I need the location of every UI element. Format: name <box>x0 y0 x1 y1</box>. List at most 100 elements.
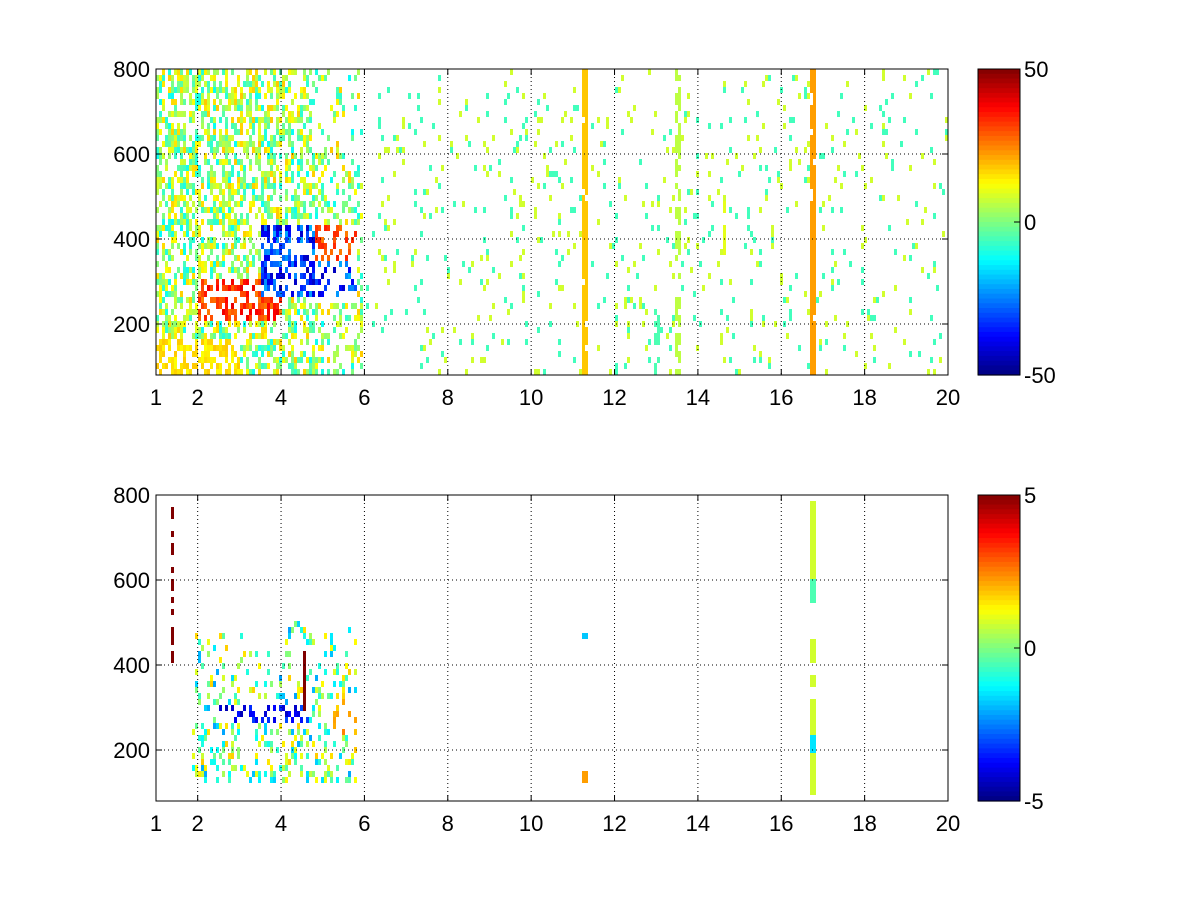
heatmap-cell <box>309 135 312 141</box>
heatmap-cell <box>318 75 321 81</box>
heatmap-cell <box>888 363 891 369</box>
heatmap-cell <box>897 195 900 201</box>
heatmap-cell <box>621 75 624 81</box>
heatmap-cell <box>420 345 423 351</box>
heatmap-cell <box>297 237 300 243</box>
heatmap-cell <box>171 207 174 213</box>
colorbar-segment <box>978 624 1020 630</box>
heatmap-cell <box>870 177 873 183</box>
heatmap-cell <box>174 351 177 357</box>
heatmap-cell <box>306 171 309 177</box>
heatmap-cell <box>159 153 162 159</box>
heatmap-cell <box>813 285 816 291</box>
heatmap-cell <box>174 357 177 363</box>
heatmap-cell <box>579 195 582 201</box>
heatmap-cell <box>228 147 231 153</box>
heatmap-cell <box>192 231 195 237</box>
heatmap-cell <box>657 339 660 345</box>
heatmap-cell <box>483 237 486 243</box>
heatmap-cell <box>213 105 216 111</box>
heatmap-cell <box>771 225 774 231</box>
heatmap-cell <box>810 201 813 207</box>
heatmap-cell <box>627 357 630 363</box>
heatmap-cell <box>348 711 351 717</box>
heatmap-cell <box>162 213 165 219</box>
heatmap-cell <box>627 297 630 303</box>
heatmap-cell <box>258 75 261 81</box>
heatmap-cell <box>351 177 354 183</box>
heatmap-cell <box>333 201 336 207</box>
heatmap-cell <box>585 243 588 249</box>
heatmap-cell <box>222 333 225 339</box>
heatmap-cell <box>579 369 582 375</box>
heatmap-cell <box>237 273 240 279</box>
heatmap-cell <box>444 255 447 261</box>
x-tick-label: 16 <box>769 811 793 836</box>
heatmap-cell <box>165 165 168 171</box>
heatmap-cell <box>420 231 423 237</box>
heatmap-cell <box>615 261 618 267</box>
heatmap-cell <box>201 135 204 141</box>
y-tick-label: 400 <box>113 653 150 678</box>
heatmap-cell <box>192 279 195 285</box>
heatmap-cell <box>213 117 216 123</box>
heatmap-cell <box>813 657 816 663</box>
heatmap-cell <box>654 369 657 375</box>
heatmap-cell <box>900 141 903 147</box>
heatmap-cell <box>192 141 195 147</box>
heatmap-cell <box>336 291 339 297</box>
heatmap-cell <box>846 321 849 327</box>
heatmap-cell <box>243 651 246 657</box>
heatmap-cell <box>168 123 171 129</box>
heatmap-cell <box>570 117 573 123</box>
heatmap-cell <box>609 369 612 375</box>
colorbar-segment <box>978 734 1020 740</box>
heatmap-cell <box>171 219 174 225</box>
colorbar-tick-label: 5 <box>1024 483 1036 508</box>
heatmap-cell <box>675 297 678 303</box>
heatmap-cell <box>276 309 279 315</box>
heatmap-cell <box>300 177 303 183</box>
heatmap-cell <box>765 75 768 81</box>
heatmap-cell <box>675 237 678 243</box>
heatmap-cell <box>657 195 660 201</box>
heatmap-cell <box>288 651 291 657</box>
heatmap-cell <box>258 279 261 285</box>
heatmap-cell <box>861 279 864 285</box>
heatmap-cell <box>255 729 258 735</box>
heatmap-cell <box>813 747 816 753</box>
heatmap-cell <box>225 201 228 207</box>
heatmap-cell <box>222 207 225 213</box>
heatmap-cell <box>327 333 330 339</box>
heatmap-cell <box>258 141 261 147</box>
heatmap-cell <box>903 255 906 261</box>
heatmap-cell <box>339 315 342 321</box>
heatmap-cell <box>678 237 681 243</box>
heatmap-cell <box>198 735 201 741</box>
heatmap-cell <box>213 237 216 243</box>
heatmap-cell <box>237 267 240 273</box>
heatmap-cell <box>165 303 168 309</box>
heatmap-cell <box>171 309 174 315</box>
heatmap-cell <box>234 693 237 699</box>
heatmap-cell <box>264 345 267 351</box>
heatmap-cell <box>270 261 273 267</box>
x-tick-label: 1 <box>150 385 162 410</box>
colorbar-segment <box>978 150 1020 156</box>
heatmap-cell <box>231 675 234 681</box>
heatmap-cell <box>249 165 252 171</box>
heatmap-cell <box>438 135 441 141</box>
heatmap-cell <box>186 267 189 273</box>
heatmap-cell <box>615 303 618 309</box>
heatmap-cell <box>735 213 738 219</box>
heatmap-cell <box>285 75 288 81</box>
heatmap-cell <box>198 189 201 195</box>
x-tick-label: 2 <box>192 811 204 836</box>
heatmap-cell <box>219 327 222 333</box>
heatmap-cell <box>273 777 276 783</box>
heatmap-cell <box>291 369 294 375</box>
heatmap-cell <box>192 111 195 117</box>
heatmap-cell <box>246 255 249 261</box>
heatmap-cell <box>264 729 267 735</box>
heatmap-cell <box>177 321 180 327</box>
